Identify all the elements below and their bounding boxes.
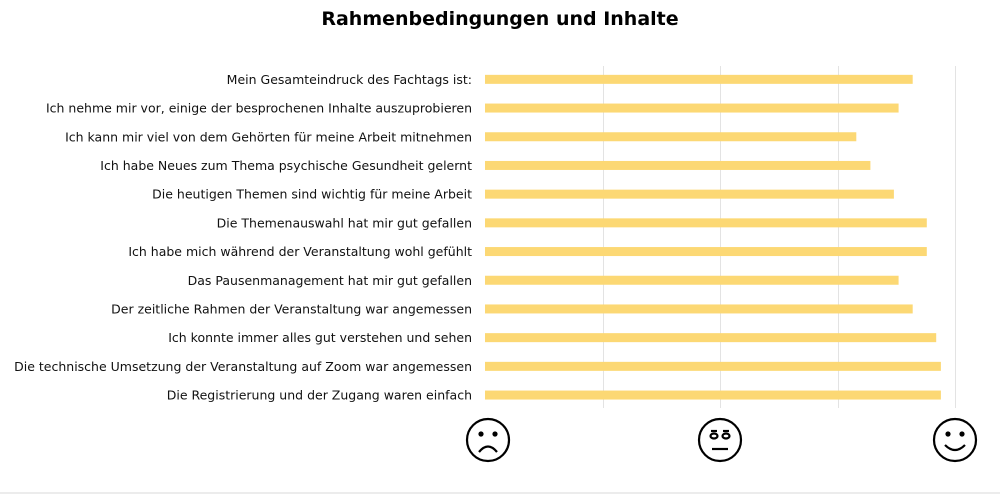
category-label-5: Die heutigen Themen sind wichtig für mei… xyxy=(152,187,472,202)
category-label-11: Die technische Umsetzung der Veranstaltu… xyxy=(14,359,472,374)
bar-10 xyxy=(485,333,937,343)
bar-4 xyxy=(485,160,871,170)
bar-5 xyxy=(485,189,894,199)
bar-7 xyxy=(485,247,927,257)
axis-tick-icons xyxy=(465,417,978,463)
category-label-2: Ich nehme mir vor, einige der besprochen… xyxy=(46,101,472,116)
bar-12 xyxy=(485,390,941,400)
category-label-12: Die Registrierung und der Zugang waren e… xyxy=(167,388,472,403)
bar-2 xyxy=(485,103,899,113)
bar-6 xyxy=(485,218,927,228)
category-label-4: Ich habe Neues zum Thema psychische Gesu… xyxy=(100,158,472,173)
chart-title: Rahmenbedingungen und Inhalte xyxy=(321,8,679,30)
bar-8 xyxy=(485,275,899,285)
category-label-3: Ich kann mir viel von dem Gehörten für m… xyxy=(65,129,472,144)
happy-face-icon xyxy=(932,417,978,463)
category-label-9: Der zeitliche Rahmen der Veranstaltung w… xyxy=(111,301,472,316)
category-labels: Mein Gesamteindruck des Fachtags ist: Ich… xyxy=(14,72,472,403)
category-label-8: Das Pausenmanagement hat mir gut gefalle… xyxy=(188,273,472,288)
bars-group xyxy=(485,74,941,400)
bar-3 xyxy=(485,132,857,142)
neutral-face-icon xyxy=(697,417,743,463)
bar-11 xyxy=(485,361,941,371)
bar-9 xyxy=(485,304,913,314)
category-label-10: Ich konnte immer alles gut verstehen und… xyxy=(168,330,472,345)
category-label-7: Ich habe mich während der Veranstaltung … xyxy=(128,244,472,259)
grid-lines xyxy=(603,66,956,408)
category-label-1: Mein Gesamteindruck des Fachtags ist: xyxy=(227,72,472,87)
category-label-6: Die Themenauswahl hat mir gut gefallen xyxy=(217,215,472,230)
sad-face-icon xyxy=(465,417,511,463)
bar-1 xyxy=(485,74,913,84)
